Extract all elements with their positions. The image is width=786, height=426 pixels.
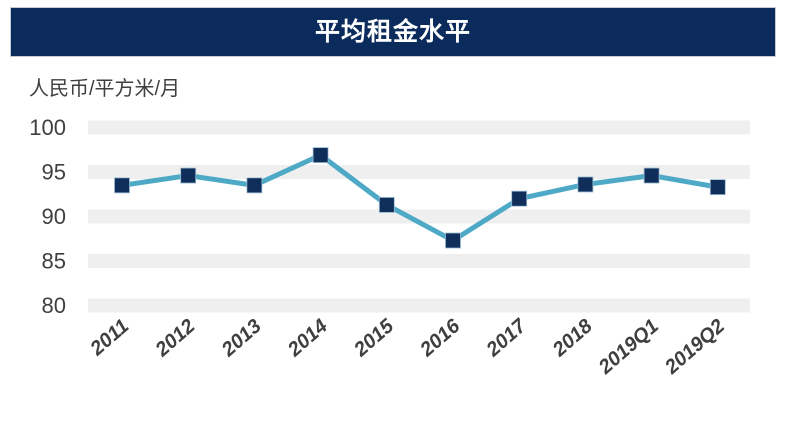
- data-point: [114, 177, 130, 194]
- data-point: [312, 147, 329, 163]
- y-axis-tick-label: 85: [42, 249, 66, 274]
- data-point: [445, 232, 461, 249]
- data-point: [577, 176, 594, 193]
- x-axis-tick-label: 2011: [86, 315, 134, 360]
- y-axis-tick-label: 80: [42, 293, 66, 318]
- gridline-band: [88, 254, 750, 268]
- x-axis-tick-label: 2013: [217, 315, 266, 361]
- y-axis-unit-label: 人民币/平方米/月: [29, 78, 181, 100]
- x-axis-tick-label: 2016: [416, 315, 465, 362]
- y-axis-tick-label: 100: [29, 115, 66, 140]
- x-axis-tick-label: 2018: [548, 315, 597, 362]
- gridline-band: [88, 209, 750, 224]
- y-axis-tick-label: 90: [42, 204, 66, 229]
- x-axis-tick-label: 2017: [482, 315, 531, 362]
- trend-line: [119, 152, 721, 244]
- x-axis-tick-label: 2019Q2: [660, 315, 729, 379]
- data-point: [378, 197, 395, 213]
- data-point: [180, 167, 197, 184]
- data-point: [511, 190, 528, 207]
- x-axis-tick-label: 2012: [151, 315, 200, 361]
- y-axis-tick-label: 95: [42, 160, 66, 185]
- data-point: [643, 167, 660, 184]
- x-axis-tick-label: 2014: [283, 315, 332, 361]
- chart-title: 平均租金水平: [314, 17, 471, 46]
- x-axis-tick-label: 2015: [349, 315, 398, 362]
- data-point: [709, 179, 726, 196]
- chart-title-bar: 平均租金水平: [10, 7, 776, 57]
- gridline-band: [88, 298, 750, 313]
- data-point: [246, 177, 263, 194]
- gridline-band: [88, 120, 750, 135]
- gridline-band: [88, 165, 750, 179]
- x-axis-tick-label: 2019Q1: [594, 315, 663, 379]
